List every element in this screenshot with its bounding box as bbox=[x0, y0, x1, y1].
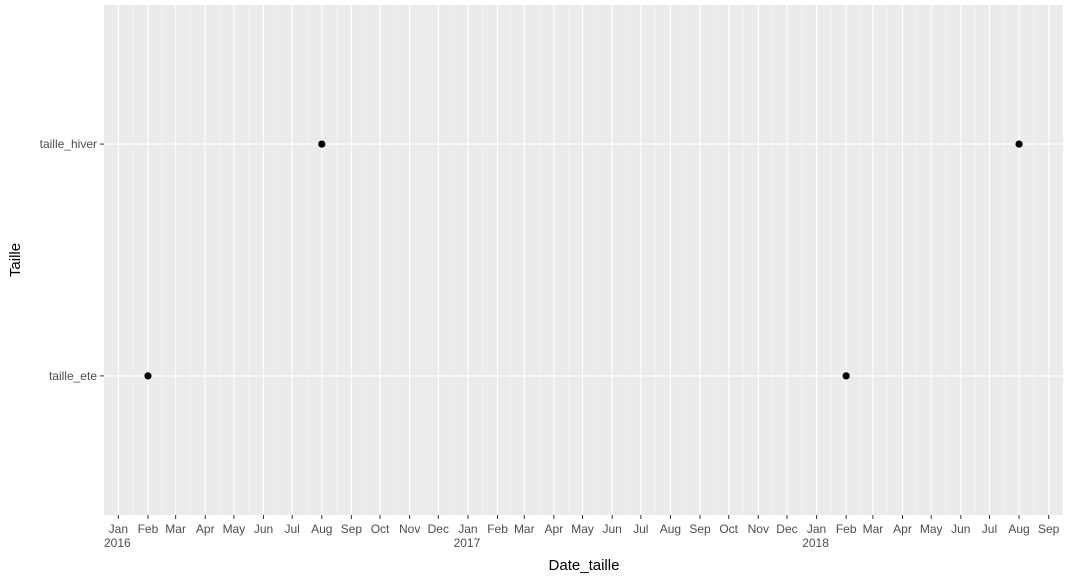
x-tick-label: Nov bbox=[748, 522, 769, 536]
x-tick-label: Dec bbox=[776, 522, 797, 536]
x-tick-label: Oct bbox=[719, 522, 738, 536]
x-axis-title: Date_taille bbox=[549, 557, 620, 574]
point bbox=[842, 372, 850, 380]
point bbox=[318, 140, 326, 148]
x-tick-label: Mar bbox=[165, 522, 186, 536]
x-tick-label: Apr bbox=[893, 522, 912, 536]
x-tick-label: Jun bbox=[951, 522, 970, 536]
x-tick-label: May bbox=[571, 522, 594, 536]
x-tick-label: Jul bbox=[284, 522, 299, 536]
y-axis-title: Taille bbox=[7, 243, 24, 277]
x-tick-label: Sep bbox=[341, 522, 363, 536]
x-tick-label: Jan 2016 bbox=[104, 522, 131, 550]
y-tick-label: taille_hiver bbox=[40, 137, 97, 151]
x-tick-label: May bbox=[920, 522, 943, 536]
x-tick-label: Nov bbox=[399, 522, 420, 536]
x-tick-label: Sep bbox=[1038, 522, 1060, 536]
x-tick-label: Mar bbox=[863, 522, 884, 536]
x-tick-label: Apr bbox=[196, 522, 215, 536]
points bbox=[144, 140, 1023, 380]
x-tick-label: Aug bbox=[660, 522, 681, 536]
x-tick-label: Sep bbox=[689, 522, 711, 536]
x-tick-label: Feb bbox=[138, 522, 159, 536]
x-tick-label: Oct bbox=[371, 522, 390, 536]
x-tick-label: Jun bbox=[602, 522, 621, 536]
axes: Jan 2016 Feb Mar Apr May Jun Jul Aug Sep Oct Nov Dec… bbox=[40, 137, 1060, 550]
point bbox=[1015, 140, 1023, 148]
x-tick-label: May bbox=[223, 522, 246, 536]
x-tick-label: Feb bbox=[487, 522, 508, 536]
x-tick-label: Jul bbox=[982, 522, 997, 536]
x-tick-label: Jun bbox=[254, 522, 273, 536]
x-tick-label: Feb bbox=[836, 522, 857, 536]
y-tick-label: taille_ete bbox=[49, 369, 97, 383]
panel bbox=[104, 5, 1063, 515]
x-tick-label: Jan 2017 bbox=[454, 522, 481, 550]
x-tick-label: Aug bbox=[311, 522, 332, 536]
point bbox=[144, 372, 152, 380]
x-tick-label: Jan 2018 bbox=[802, 522, 829, 550]
x-tick-label: Aug bbox=[1008, 522, 1029, 536]
x-tick-label: Jul bbox=[633, 522, 648, 536]
x-tick-label: Dec bbox=[428, 522, 449, 536]
grid bbox=[104, 5, 1063, 515]
x-tick-label: Mar bbox=[514, 522, 535, 536]
x-tick-label: Apr bbox=[545, 522, 564, 536]
